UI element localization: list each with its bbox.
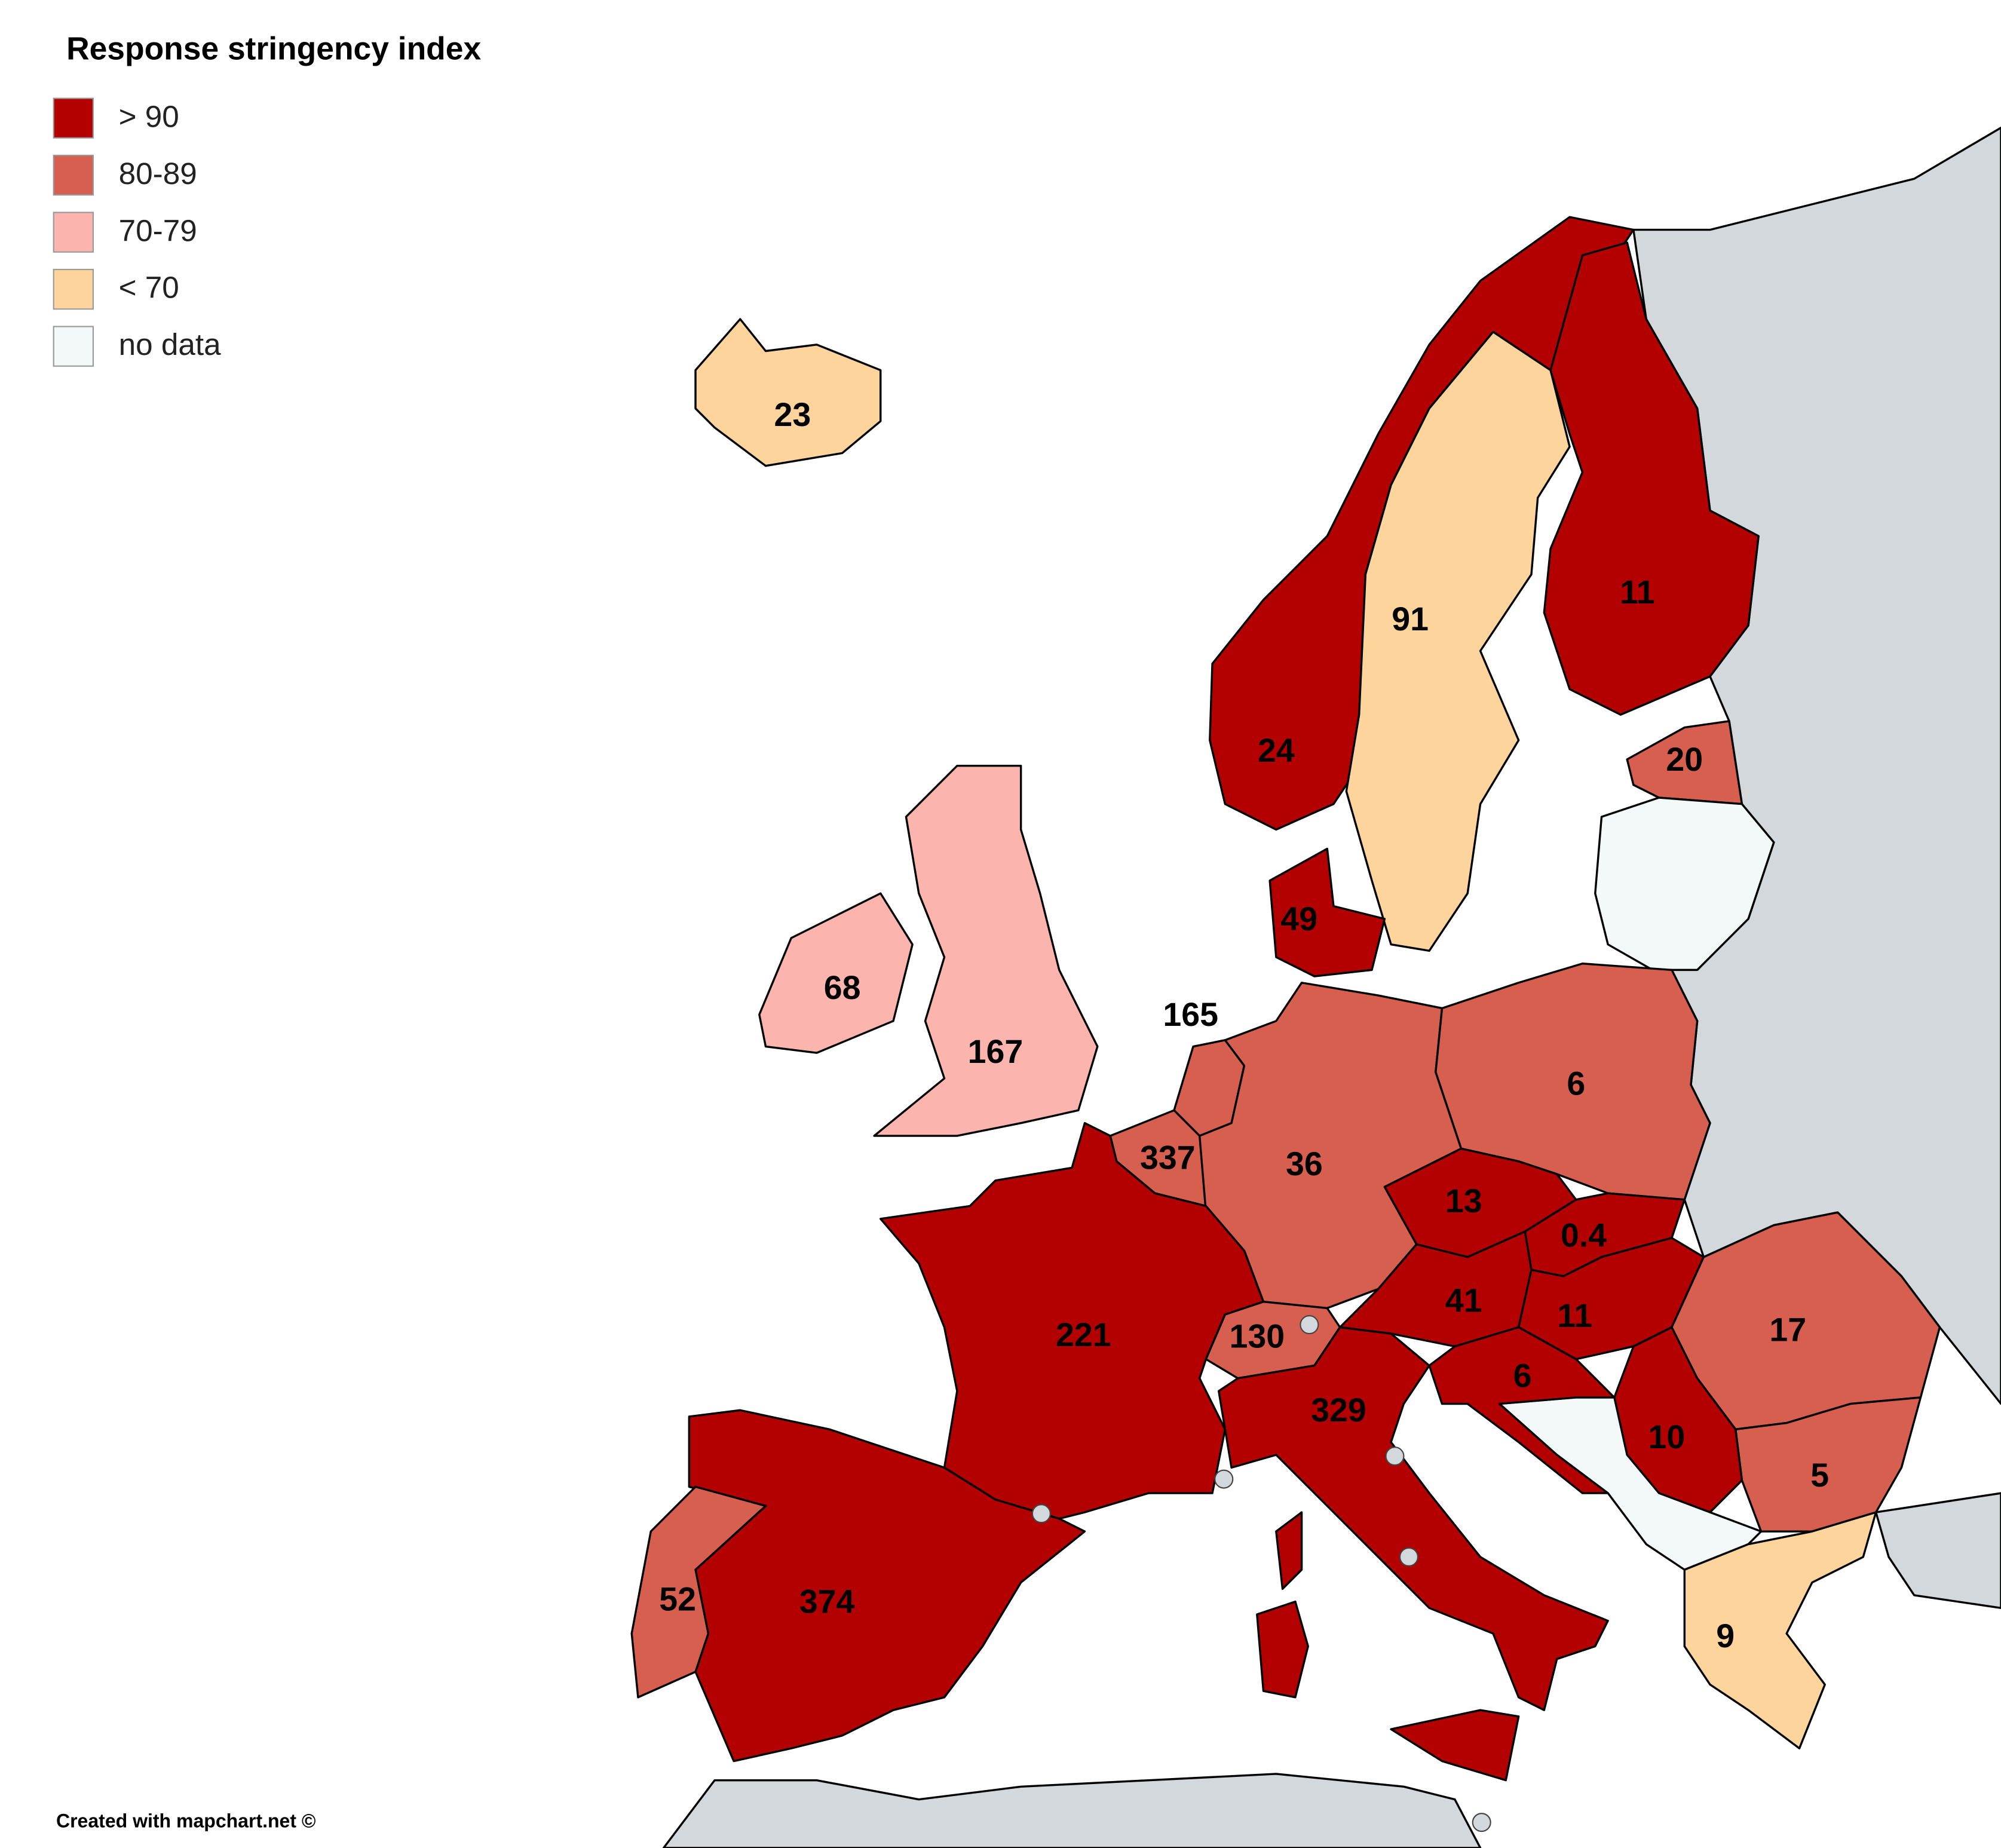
region-label: 52: [659, 1580, 696, 1617]
region: [1735, 1396, 1922, 1533]
region-label: 10: [1648, 1418, 1686, 1455]
legend-swatch: [53, 268, 94, 310]
region-label: 17: [1769, 1311, 1806, 1349]
background-land: [662, 127, 2001, 1848]
region: [1268, 847, 1386, 977]
africa-land: [662, 1773, 1482, 1848]
microstate: [1399, 1547, 1418, 1567]
microstate: [1214, 1469, 1234, 1489]
region: [1517, 1237, 1705, 1360]
region-label: 165: [1163, 996, 1218, 1033]
region-label: 221: [1056, 1316, 1111, 1353]
region-label: 11: [1620, 574, 1655, 611]
region-label: 6: [1567, 1065, 1585, 1102]
region-label: 91: [1392, 600, 1429, 638]
legend-label: 70-79: [119, 213, 197, 247]
region-label: 11: [1557, 1297, 1592, 1334]
region-label: 6: [1513, 1357, 1532, 1395]
region-label: 9: [1716, 1617, 1735, 1654]
region-label: 329: [1311, 1392, 1366, 1429]
legend-swatch: [53, 155, 94, 196]
region-label: 5: [1810, 1457, 1829, 1494]
region: [873, 764, 1099, 1137]
legend-swatch: [53, 97, 94, 139]
region: [1345, 330, 1571, 952]
legend-label: < 70: [119, 271, 179, 305]
region: [1683, 1511, 1877, 1749]
region: [1594, 796, 1775, 971]
region-label: 374: [799, 1583, 855, 1620]
microstate: [1385, 1446, 1405, 1466]
legend-swatch: [53, 212, 94, 253]
region-label: 36: [1286, 1145, 1323, 1182]
region: [1218, 1326, 1609, 1711]
region: [1275, 1511, 1303, 1590]
legend: > 90 80-89 70-79 < 70 no data: [53, 97, 221, 367]
region: [1543, 241, 1760, 716]
legend-swatch: [53, 326, 94, 367]
microstates: [1031, 1315, 1491, 1832]
footer: Created with mapchart.net ©: [56, 1810, 316, 1832]
microstate: [1472, 1813, 1491, 1832]
turkey-land: [1874, 1492, 2001, 1610]
microstate: [1031, 1504, 1051, 1524]
region: [630, 1485, 767, 1699]
region: [758, 892, 914, 1054]
region: [1256, 1600, 1309, 1699]
region-label: 337: [1140, 1139, 1196, 1176]
region-label: 167: [968, 1033, 1024, 1070]
region-label: 49: [1280, 900, 1317, 937]
region: [1428, 1326, 1616, 1494]
legend-label: 80-89: [119, 157, 197, 191]
legend-title: Response stringency index: [66, 32, 481, 67]
region-label: 23: [774, 396, 811, 433]
legend-label: > 90: [119, 99, 179, 133]
region: [1390, 1709, 1520, 1782]
region-label: 41: [1445, 1282, 1482, 1319]
microstate: [1300, 1315, 1319, 1335]
region: [694, 318, 882, 467]
legend-label: no data: [119, 327, 221, 361]
region-label: 20: [1666, 741, 1703, 778]
region-label: 13: [1445, 1182, 1482, 1219]
region-label: 68: [824, 969, 861, 1006]
region-label: 0.4: [1561, 1217, 1607, 1254]
region-label: 24: [1258, 732, 1295, 769]
regions: 23 24 91 11 20 49 68 167 165 337 36 6 13 0.4 41 11 17 5 10…: [630, 216, 1941, 1782]
region-label: 130: [1229, 1317, 1285, 1354]
